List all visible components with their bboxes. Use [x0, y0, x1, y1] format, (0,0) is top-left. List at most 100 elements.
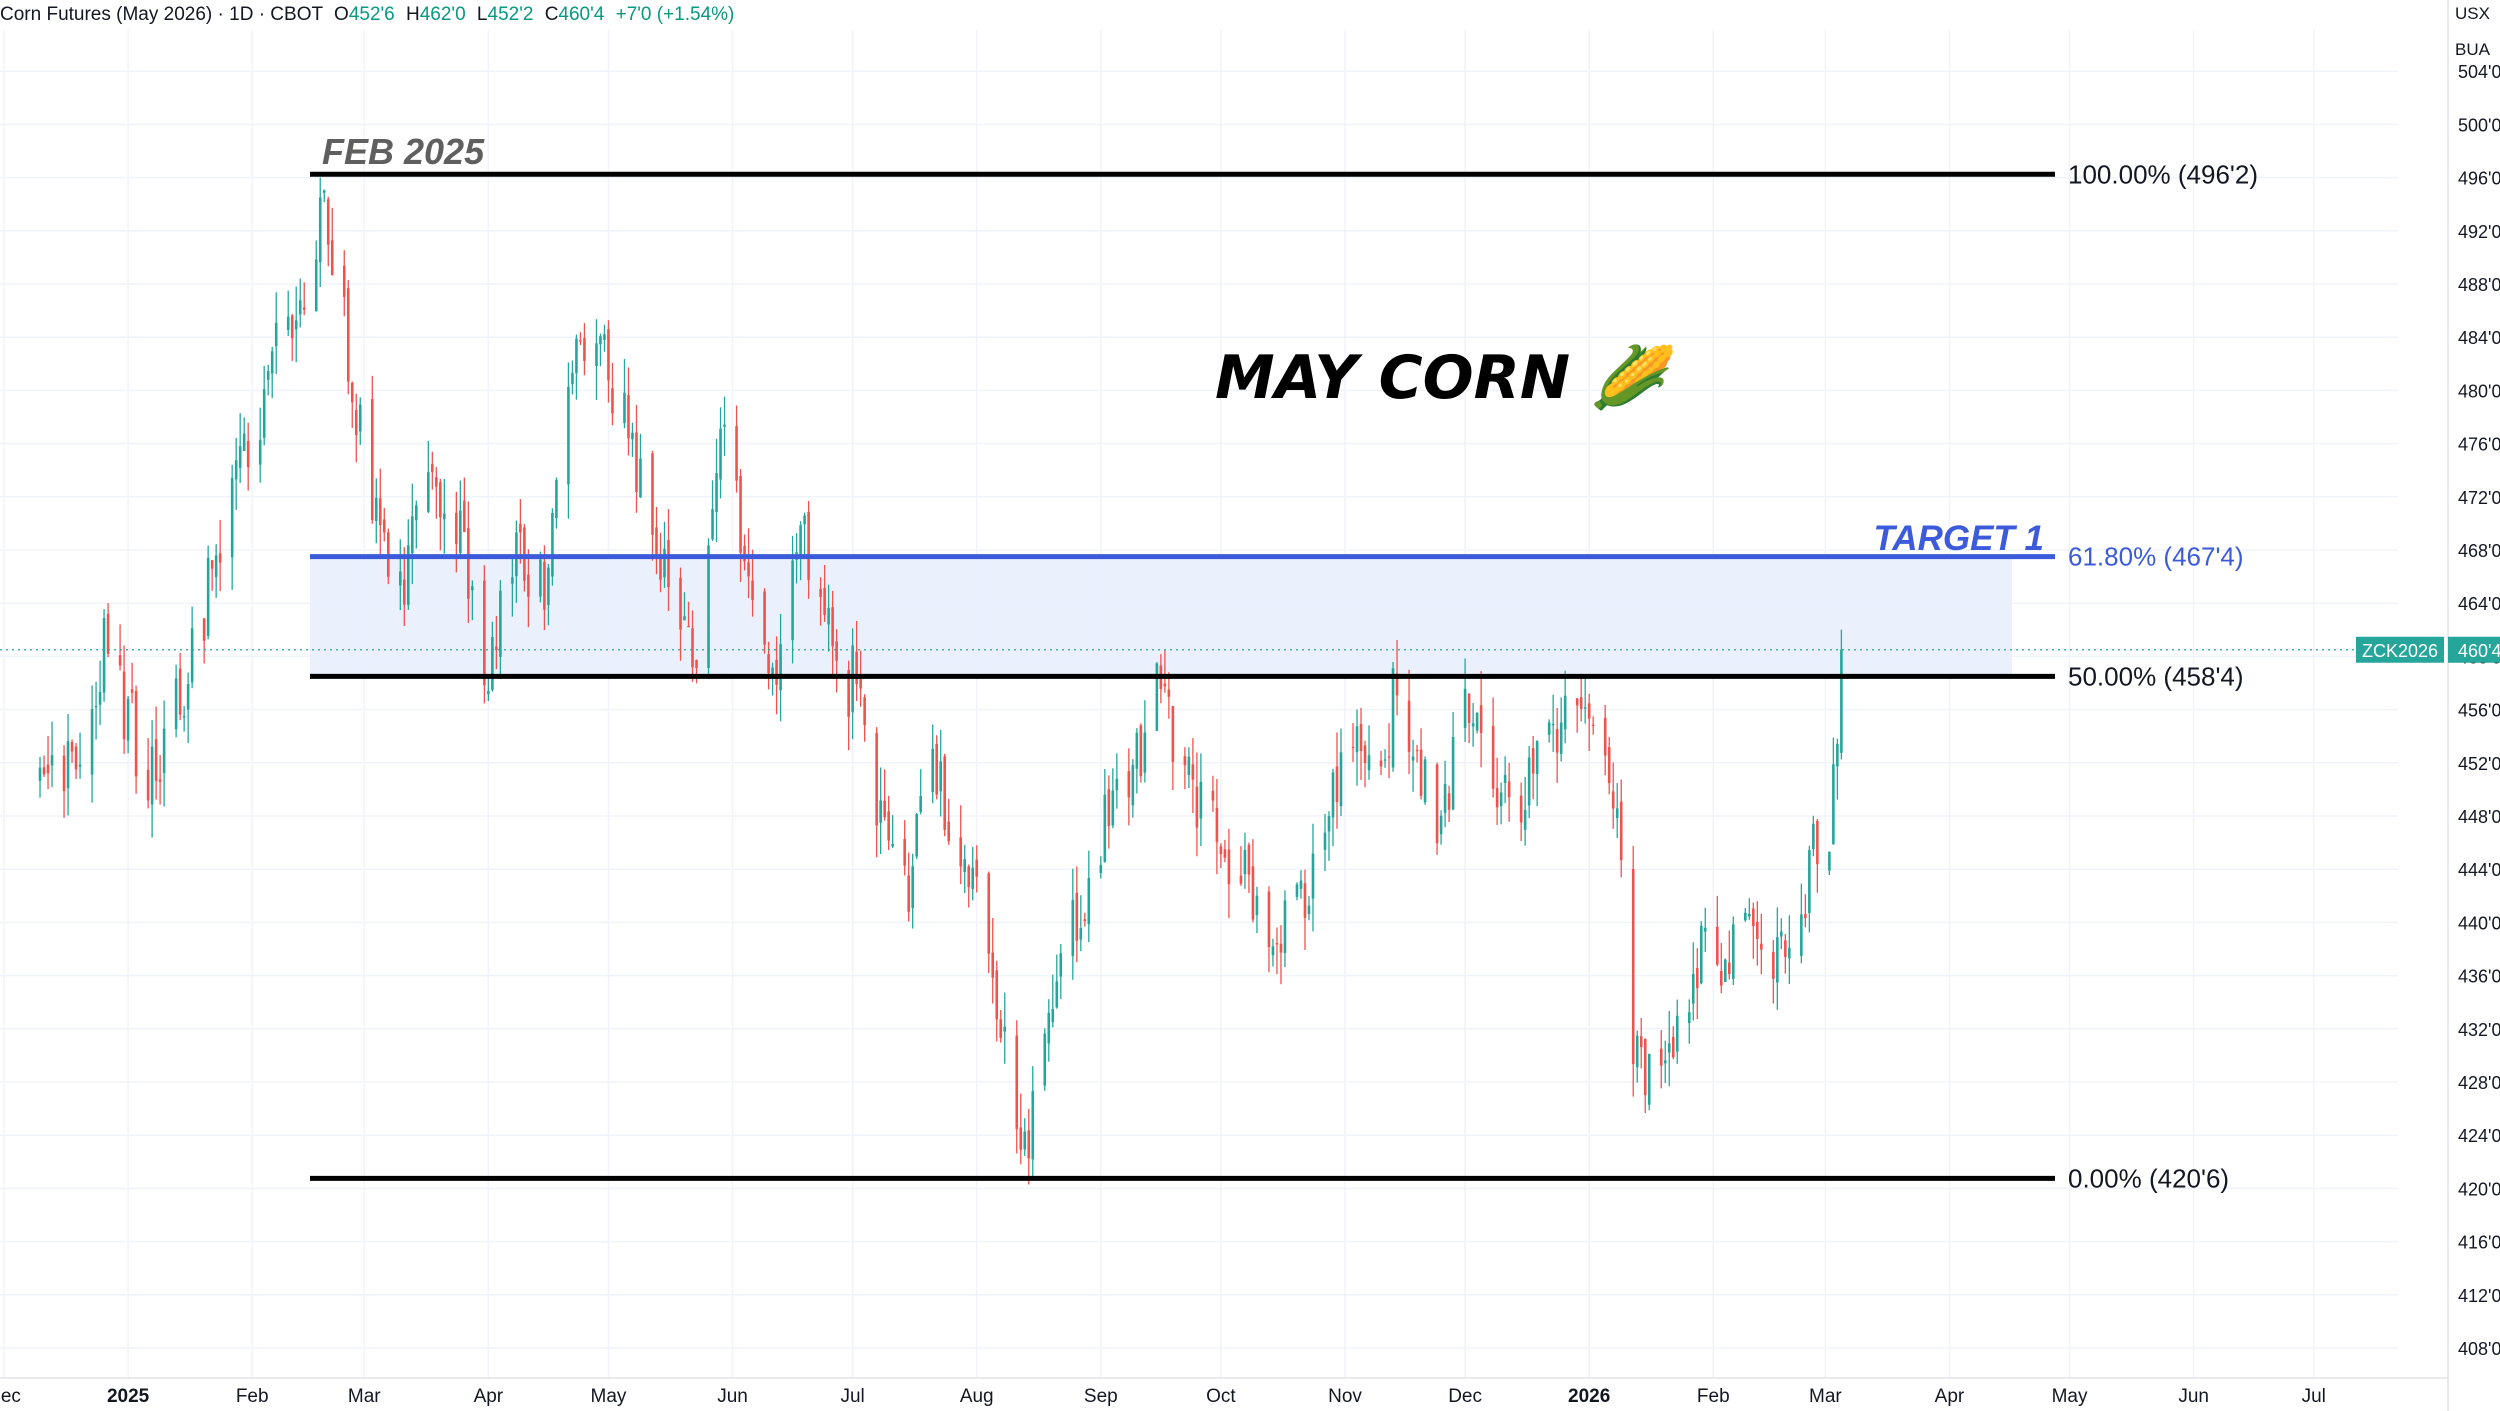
candle-body [1199, 781, 1203, 819]
candle-body [487, 690, 490, 695]
candle-body [1667, 1043, 1671, 1053]
candle-body [1635, 1035, 1639, 1068]
candle-body [439, 482, 442, 518]
unit-label[interactable]: BUA [2455, 40, 2490, 59]
candle-body [1139, 725, 1143, 777]
candle-body [1715, 926, 1719, 965]
candle-body [407, 545, 410, 605]
candle-body [1407, 700, 1411, 752]
candle-body [1647, 1054, 1651, 1105]
candle-body [1103, 794, 1107, 862]
candle-body [1083, 919, 1087, 922]
candle-body [739, 475, 742, 553]
candle-body [1760, 943, 1763, 950]
candle-body [935, 743, 939, 795]
symbol-title[interactable]: Corn Futures (May 2026) · 1D · CBOT [0, 4, 323, 25]
candle-body [943, 756, 947, 830]
symbol-header: Corn Futures (May 2026) · 1D · CBOT O452… [0, 4, 734, 26]
candle-body [1727, 962, 1731, 975]
candle-body [599, 336, 602, 345]
candle-body [62, 755, 66, 792]
candle-body [715, 473, 718, 513]
candle-body [1331, 772, 1335, 818]
fib-label: 100.00% (496'2) [2068, 159, 2258, 189]
candle-body [1367, 755, 1371, 771]
candle-body [1323, 832, 1327, 850]
candle-body [1579, 697, 1583, 709]
candle-body [887, 811, 890, 841]
candle-body [891, 844, 894, 847]
candle-body [1507, 781, 1511, 798]
candle-body [1187, 756, 1191, 775]
candle-body [150, 746, 154, 805]
time-tick-label: Sep [1084, 1386, 1118, 1407]
price-tick-label: 432'0 [2458, 1020, 2500, 1040]
candle-body [1828, 851, 1831, 871]
price-tick-label: 496'0 [2458, 169, 2500, 189]
candle-body [1387, 756, 1391, 758]
candle-body [1804, 914, 1807, 919]
candle-body [483, 580, 486, 686]
candle-body [1255, 895, 1259, 916]
time-tick-label: Nov [1328, 1386, 1362, 1407]
candle-body [354, 410, 358, 435]
candle-body [1495, 788, 1499, 808]
time-tick-label: Feb [1697, 1386, 1730, 1407]
candle-body [459, 510, 462, 554]
last-price-value: 460'4 [2458, 641, 2500, 661]
candle-body [210, 560, 214, 569]
candle-body [991, 952, 995, 978]
candle-body [1531, 748, 1535, 774]
candle-body [1215, 807, 1219, 843]
candle-body [827, 607, 830, 625]
candle-body [1227, 849, 1231, 885]
candle-body [623, 392, 626, 424]
candle-body [1523, 810, 1527, 830]
candle-body [463, 500, 466, 532]
candle-body [1519, 795, 1523, 823]
candle-body [234, 460, 238, 480]
currency-label[interactable]: USX [2455, 4, 2490, 23]
candle-body [995, 970, 999, 1020]
candle-body [1111, 790, 1115, 826]
candle-body [799, 525, 802, 557]
candle-body [186, 684, 190, 710]
candle-body [603, 334, 606, 340]
candle-body [1687, 1012, 1691, 1024]
candle-body [971, 867, 975, 889]
candle-body [767, 654, 770, 674]
close-value: 460'4 [558, 4, 605, 25]
candle-body [1395, 673, 1399, 696]
candle-body [863, 697, 866, 725]
candle-body [174, 678, 178, 730]
candle-body [659, 554, 662, 580]
candle-body [455, 512, 458, 544]
candle-body [1131, 764, 1135, 806]
candle-body [1135, 732, 1139, 769]
candle-body [1643, 1039, 1647, 1096]
time-tick-label: Jul [2302, 1386, 2326, 1407]
candle-body [1079, 928, 1083, 940]
candle-body [1691, 973, 1695, 1004]
candle-body [146, 769, 150, 801]
candle-body [651, 453, 654, 535]
candle-body [38, 767, 42, 781]
candle-body [70, 742, 74, 752]
candle-body [607, 329, 610, 381]
candle-body [1363, 745, 1367, 763]
candle-body [1840, 649, 1843, 753]
candle-body [1115, 778, 1119, 791]
candle-body [1023, 1131, 1027, 1150]
candle-body [411, 516, 414, 554]
candle-body [94, 706, 98, 708]
candle-body [543, 561, 546, 610]
candle-body [807, 511, 810, 581]
candle-body [370, 398, 374, 521]
candle-body [350, 382, 354, 403]
candle-body [1555, 729, 1559, 753]
candle-body [1355, 726, 1359, 753]
change-value: +7'0 (+1.54%) [615, 4, 735, 25]
symbol-tag [2356, 636, 2444, 663]
candle-body [154, 739, 158, 781]
